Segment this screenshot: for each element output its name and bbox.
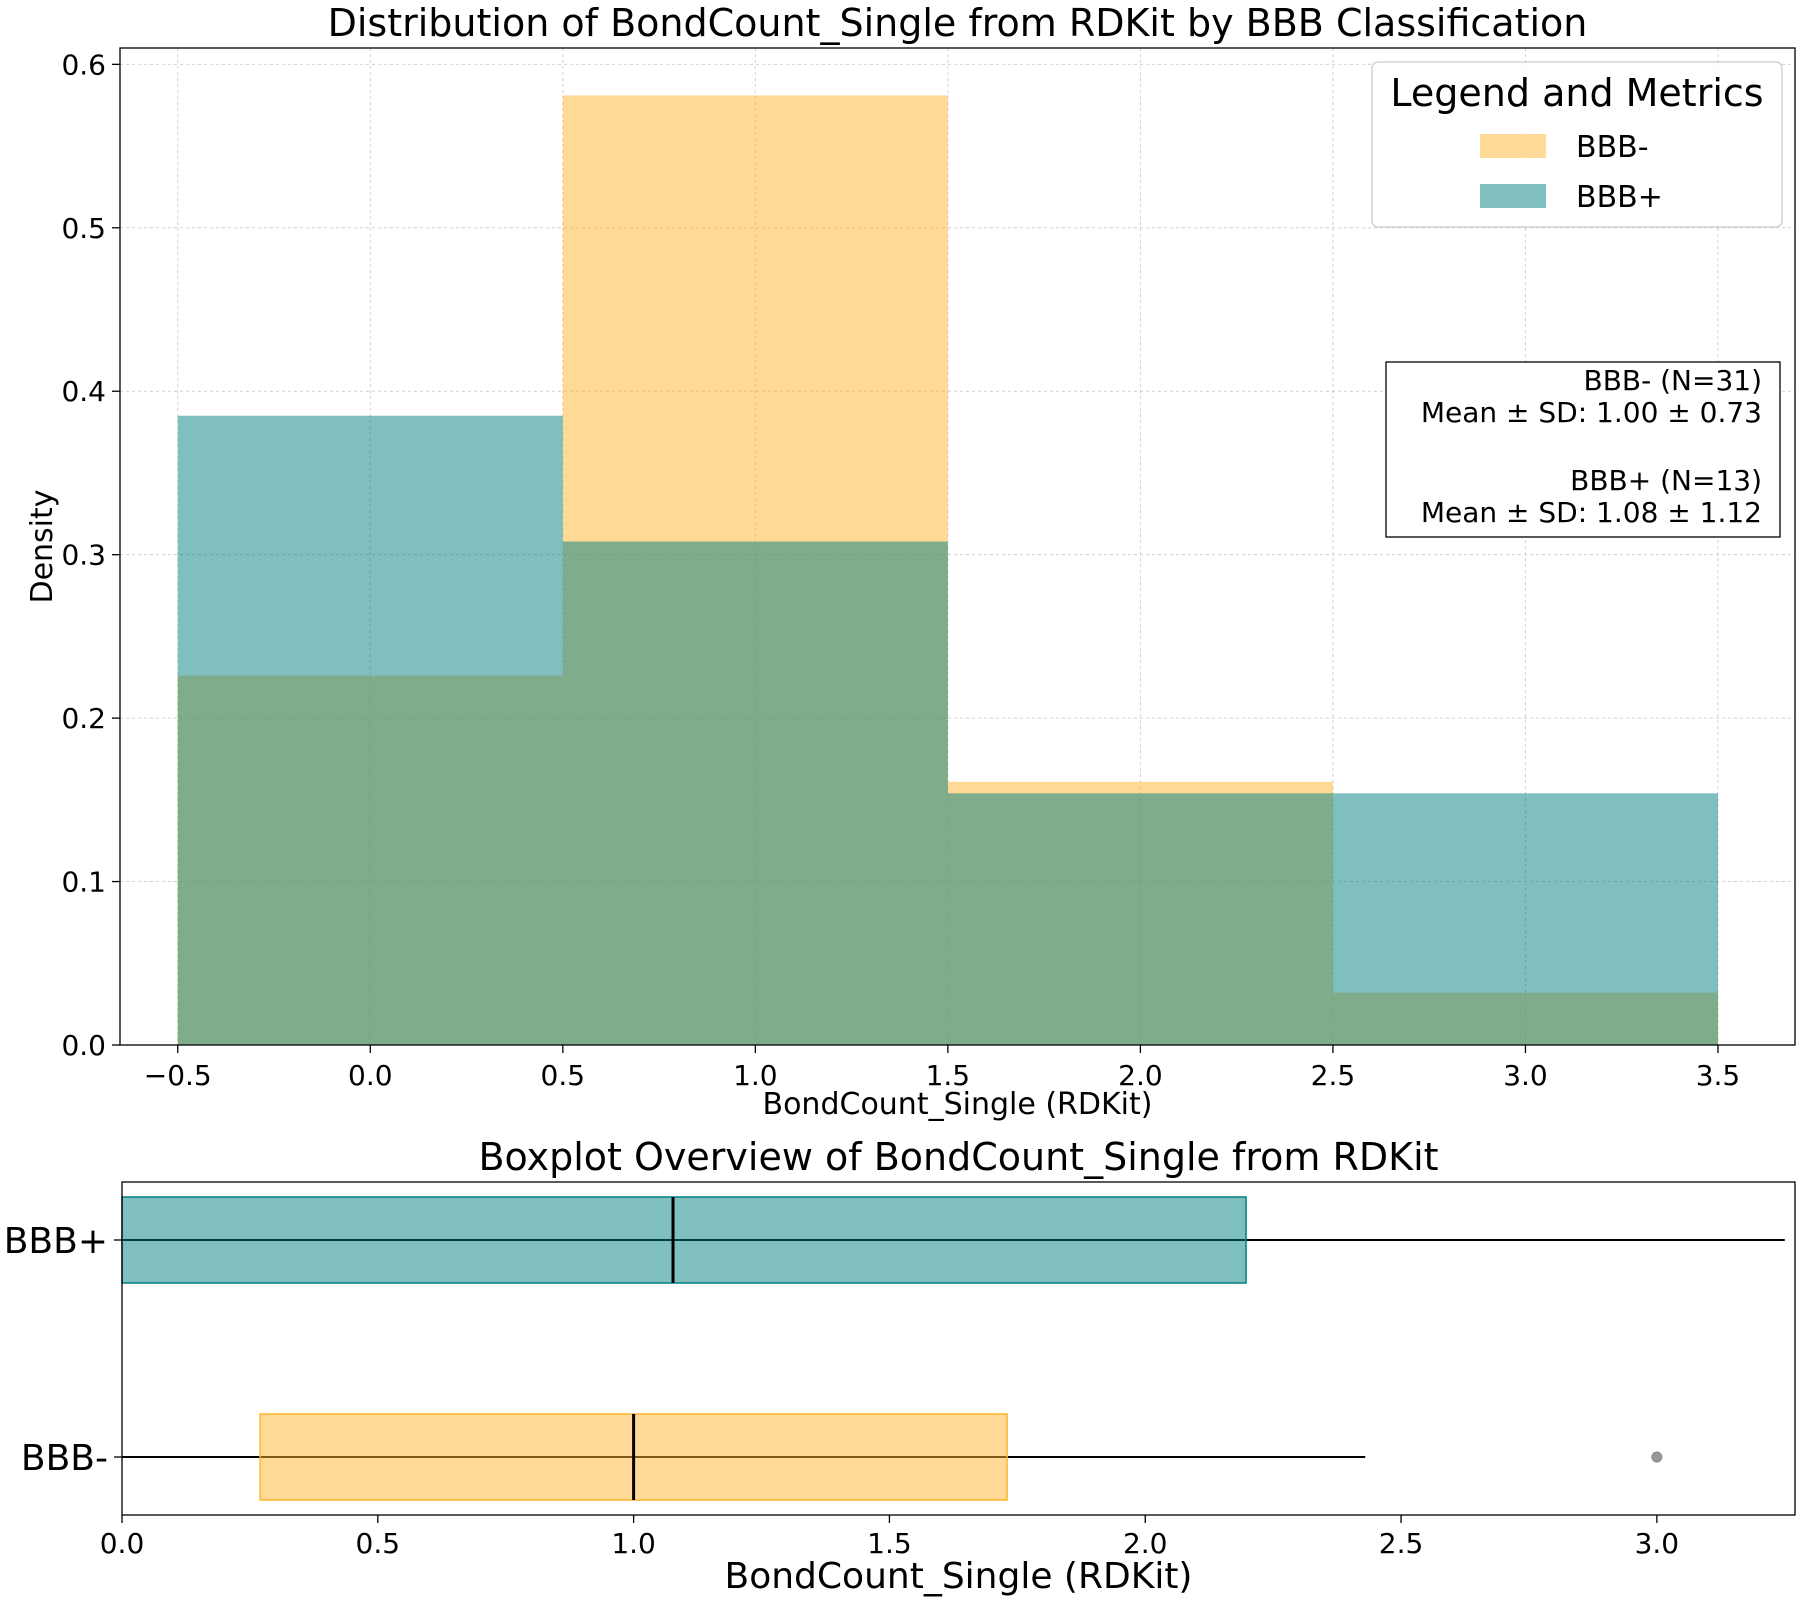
outlier-point [1651, 1451, 1663, 1463]
metrics-line: BBB+ (N=13) [1570, 464, 1762, 497]
y-tick-label: 0.5 [61, 212, 106, 245]
histogram-x-ticks: −0.5 0.0 0.5 1.0 1.5 2.0 2.5 3.0 3.5 [144, 1045, 1740, 1092]
boxplot-y-ticks: BBB+ BBB- [4, 1221, 122, 1479]
y-tick-label: 0.2 [61, 702, 106, 735]
box-bbb-plus [121, 1196, 1247, 1284]
legend-swatch-bbb-plus [1480, 184, 1546, 208]
legend-swatch-bbb-minus [1480, 134, 1546, 158]
x-tick-label: 0.5 [541, 1059, 586, 1092]
histogram-bar-bbb-plus [562, 541, 948, 1045]
x-tick-label: 1.0 [611, 1527, 656, 1560]
metrics-line: BBB- (N=31) [1583, 364, 1762, 397]
y-tick-label: 0.0 [61, 1029, 106, 1062]
x-tick-label: 3.0 [1635, 1527, 1680, 1560]
histogram-y-axis-label: Density [25, 489, 60, 603]
x-tick-label: 2.5 [1311, 1059, 1356, 1092]
x-tick-label: 0.5 [356, 1527, 401, 1560]
y-tick-label: BBB+ [4, 1221, 108, 1262]
x-tick-label: 0.0 [348, 1059, 393, 1092]
boxplot-x-ticks: 0.0 0.5 1.0 1.5 2.0 2.5 3.0 [100, 1515, 1679, 1560]
x-tick-label: 2.0 [1123, 1527, 1168, 1560]
x-tick-label: 2.5 [1379, 1527, 1424, 1560]
y-tick-label: 0.4 [61, 375, 106, 408]
x-tick-label: 3.5 [1696, 1059, 1741, 1092]
boxplot-frame [121, 1181, 1796, 1516]
y-tick-label: 0.6 [61, 48, 106, 81]
legend-label-bbb-minus: BBB- [1576, 130, 1649, 165]
legend-title: Legend and Metrics [1390, 71, 1763, 115]
x-tick-label: 0.0 [100, 1527, 145, 1560]
boxplot-items [121, 1196, 1785, 1501]
histogram-bar-bbb-plus [1332, 793, 1718, 1045]
x-tick-label: 2.0 [1118, 1059, 1163, 1092]
histogram-bar-bbb-plus [947, 793, 1333, 1045]
x-tick-label: 3.0 [1503, 1059, 1548, 1092]
legend: Legend and Metrics BBB- BBB+ [1371, 61, 1783, 228]
metrics-box [1385, 361, 1781, 538]
metrics-annotation: BBB- (N=31) Mean ± SD: 1.00 ± 0.73 BBB+ … [1385, 361, 1781, 538]
metrics-line: Mean ± SD: 1.00 ± 0.73 [1421, 396, 1762, 429]
histogram-frame [119, 47, 1796, 1046]
histogram-bar-bbb-plus [177, 415, 563, 1045]
x-tick-label: −0.5 [144, 1059, 212, 1092]
x-tick-label: 1.5 [867, 1527, 912, 1560]
histogram-y-ticks: 0.0 0.1 0.2 0.3 0.4 0.5 0.6 [61, 48, 120, 1062]
histogram-x-axis-label: BondCount_Single (RDKit) [763, 1087, 1153, 1122]
y-tick-label: 0.3 [61, 539, 106, 572]
boxplot-title: Boxplot Overview of BondCount_Single fro… [478, 1135, 1438, 1179]
histogram-title: Distribution of BondCount_Single from RD… [328, 1, 1588, 45]
boxplot-panel: 0.0 0.5 1.0 1.5 2.0 2.5 3.0 BBB+ BBB- Boxplot O… [4, 1135, 1796, 1597]
x-tick-label: 1.0 [733, 1059, 778, 1092]
y-tick-label: BBB- [21, 1438, 108, 1479]
y-tick-label: 0.1 [61, 866, 106, 899]
legend-label-bbb-plus: BBB+ [1576, 180, 1663, 215]
metrics-line: Mean ± SD: 1.08 ± 1.12 [1421, 496, 1762, 529]
x-tick-label: 1.5 [926, 1059, 971, 1092]
histogram-panel: −0.5 0.0 0.5 1.0 1.5 2.0 2.5 3.0 3.5 0.00.10.20.… [25, 1, 1796, 1122]
legend-box [1371, 61, 1783, 228]
histogram-bars [177, 95, 1718, 1045]
boxplot-x-axis-label: BondCount_Single (RDKit) [725, 1556, 1193, 1597]
